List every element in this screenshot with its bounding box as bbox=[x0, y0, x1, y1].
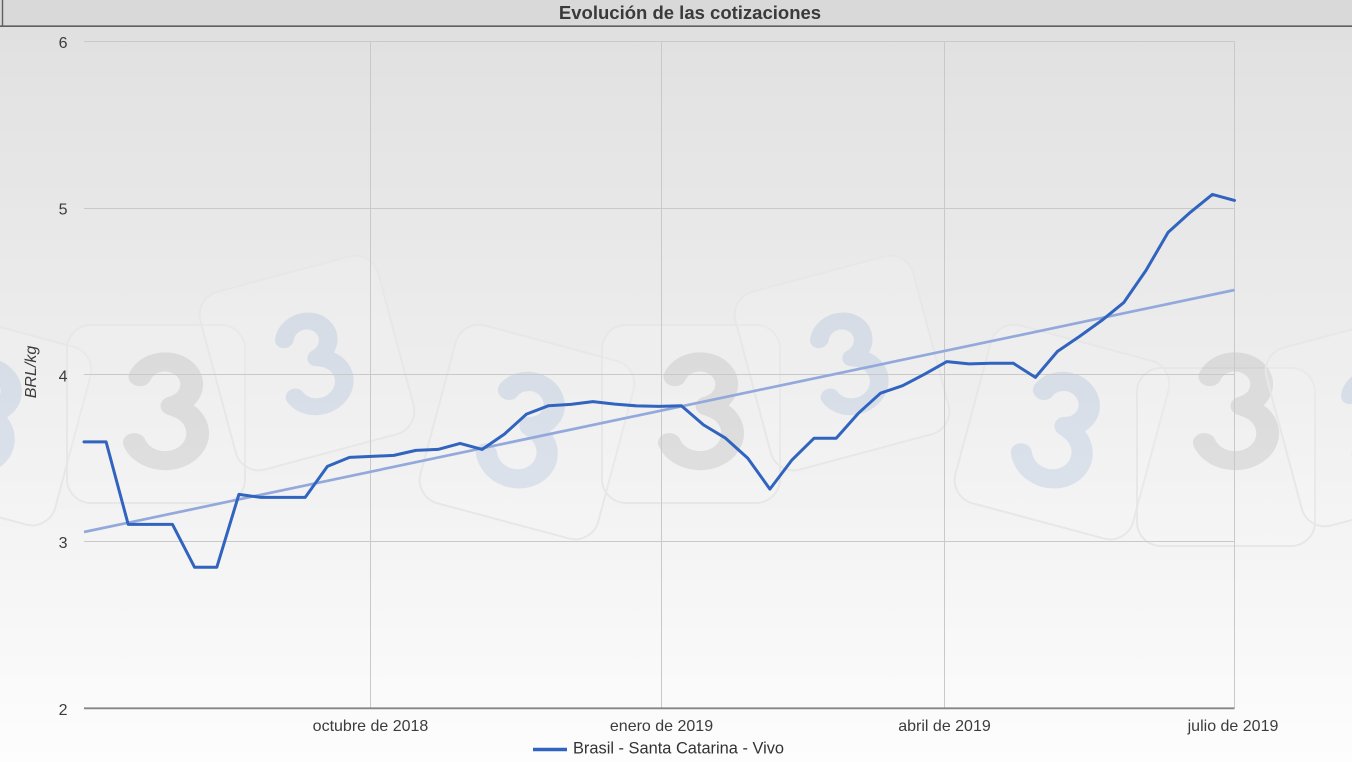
svg-text:3: 3 bbox=[59, 535, 68, 552]
svg-text:enero de 2019: enero de 2019 bbox=[610, 718, 713, 735]
svg-text:5: 5 bbox=[59, 202, 68, 219]
svg-text:4: 4 bbox=[59, 368, 68, 385]
svg-text:Brasil - Santa Catarina - Vivo: Brasil - Santa Catarina - Vivo bbox=[573, 740, 784, 758]
svg-text:Evolución de las cotizaciones: Evolución de las cotizaciones bbox=[559, 2, 821, 23]
svg-text:abril de 2019: abril de 2019 bbox=[898, 718, 991, 735]
svg-text:octubre de 2018: octubre de 2018 bbox=[313, 718, 429, 735]
svg-text:julio de 2019: julio de 2019 bbox=[1187, 718, 1279, 735]
svg-text:6: 6 bbox=[59, 35, 68, 52]
svg-text:BRL/kg: BRL/kg bbox=[23, 346, 40, 399]
svg-text:2: 2 bbox=[59, 702, 68, 719]
